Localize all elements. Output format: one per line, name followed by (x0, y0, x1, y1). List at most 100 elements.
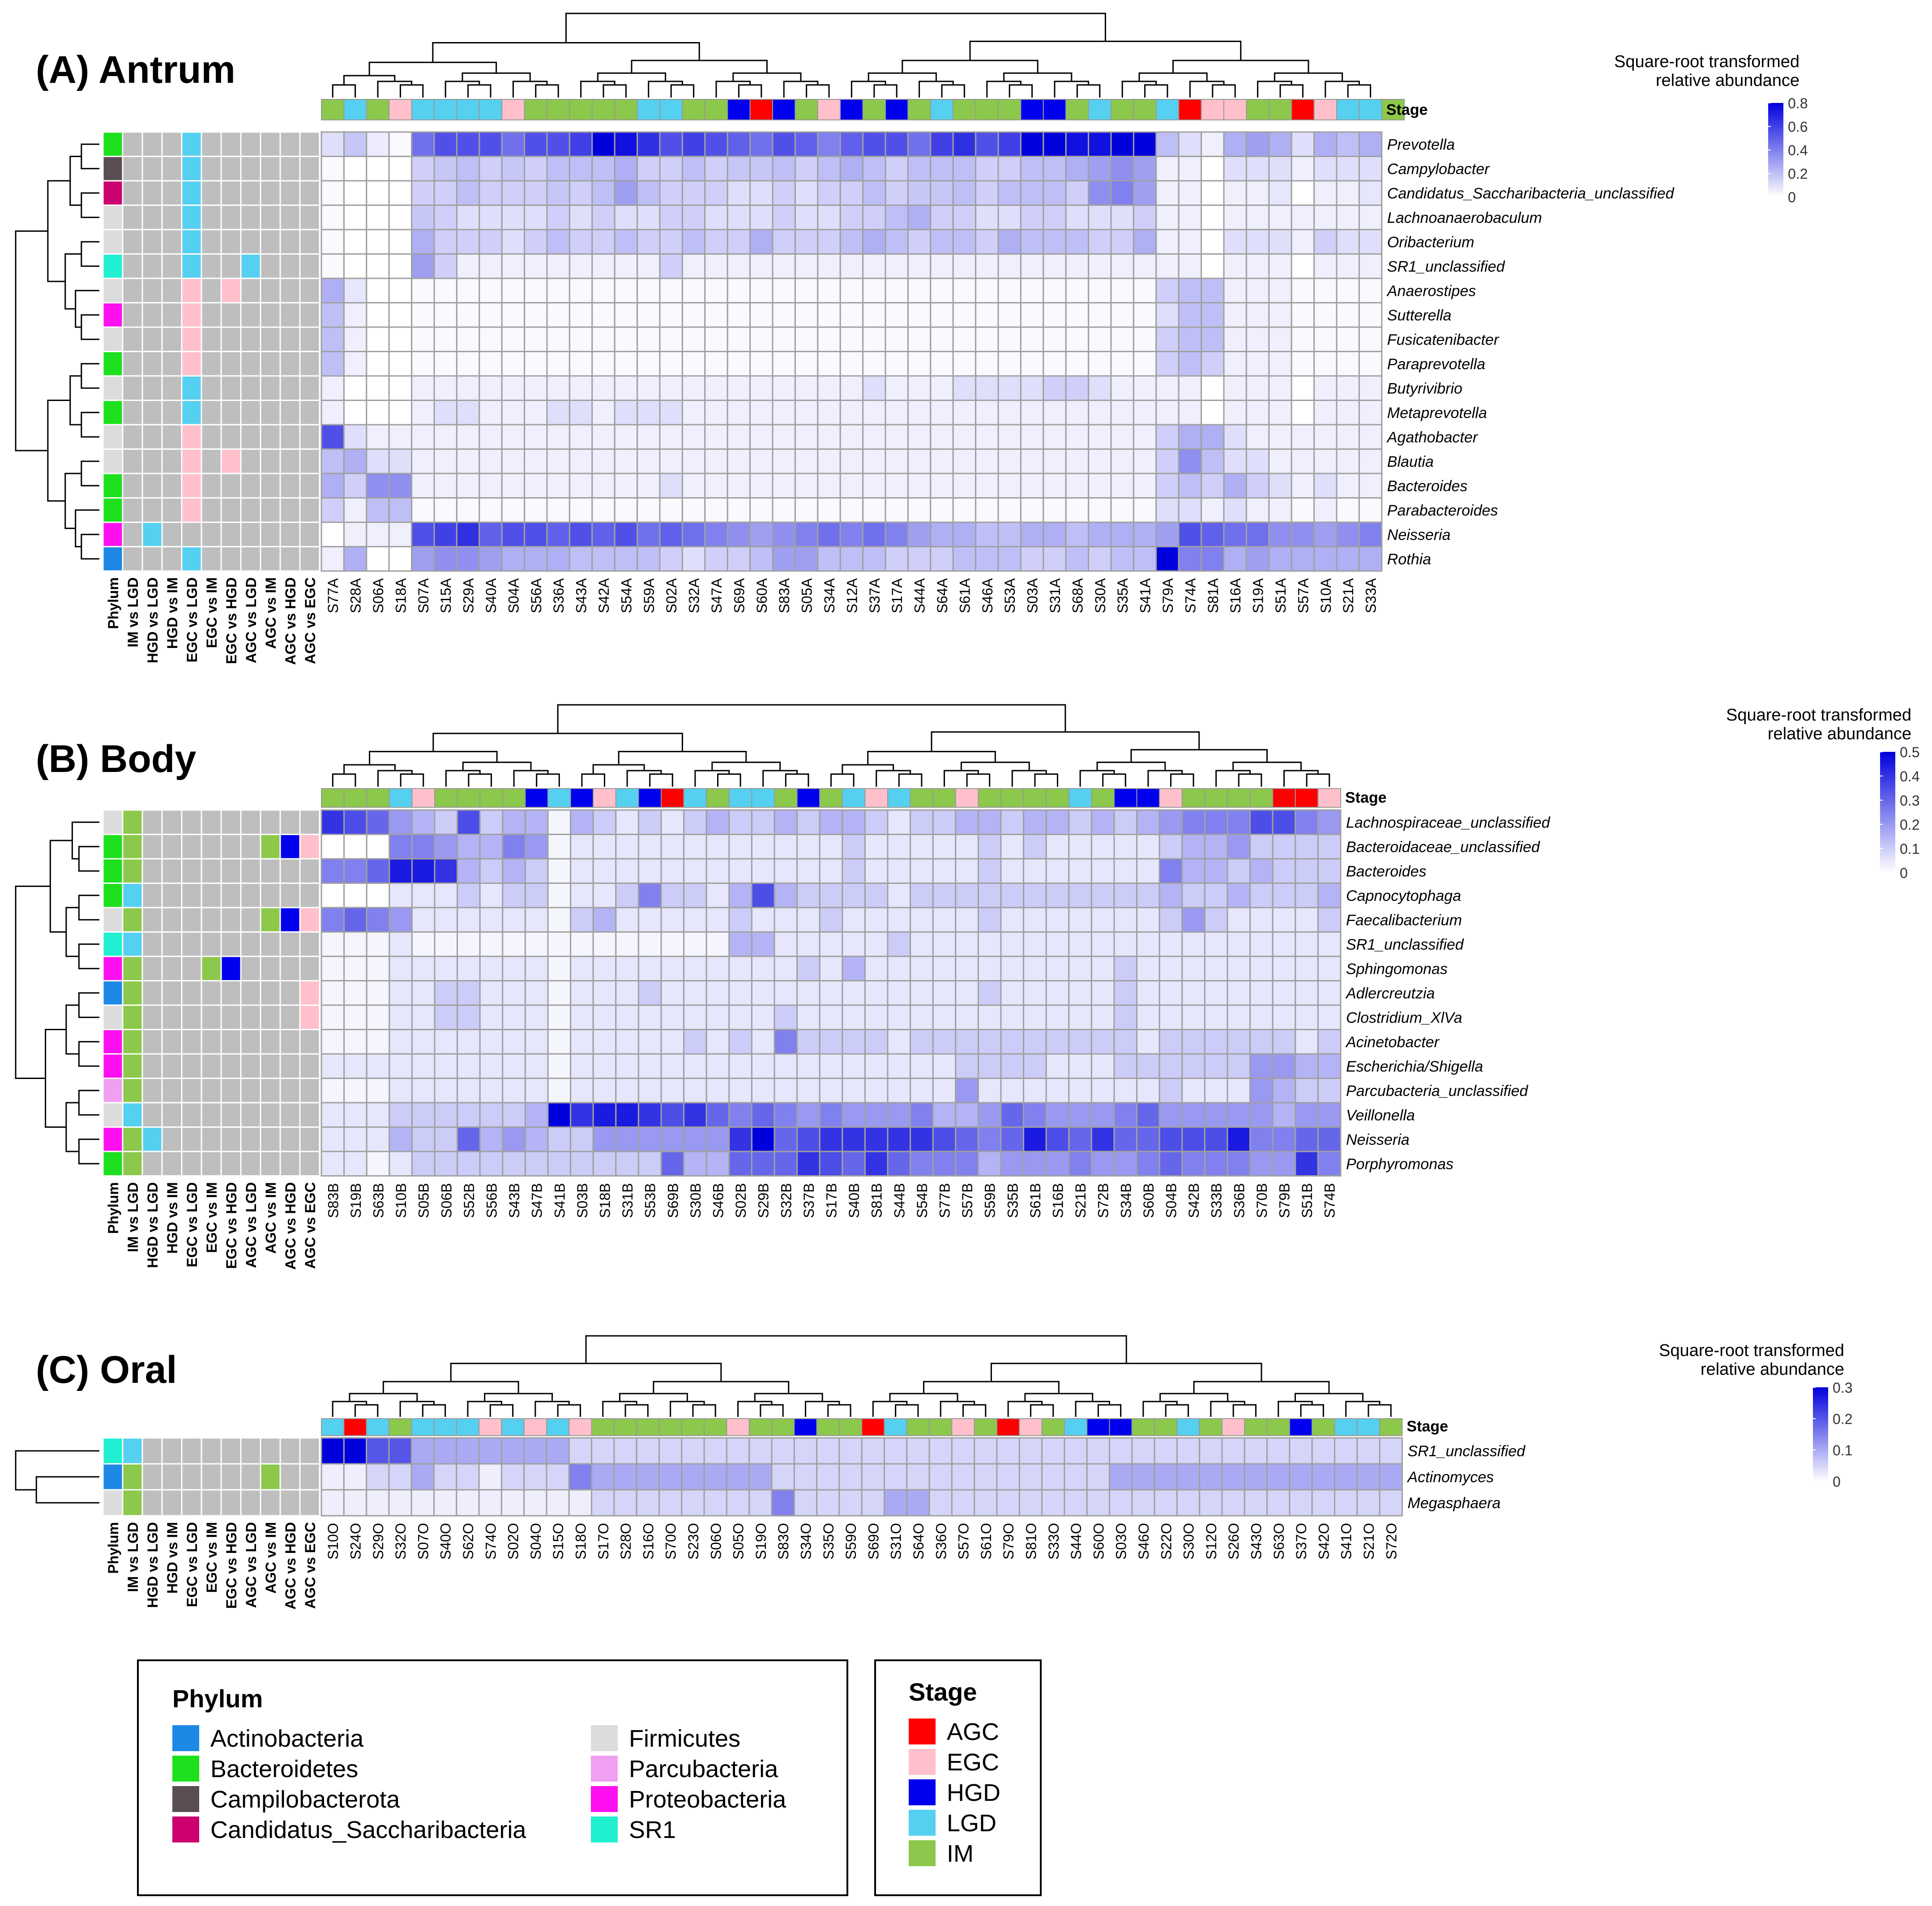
heatmap-cell (1068, 883, 1092, 908)
stage-cell (658, 1418, 682, 1436)
comparison-cell (299, 400, 321, 426)
heatmap-cell (794, 302, 819, 328)
heatmap-cell (457, 955, 481, 981)
heatmap-cell (524, 546, 548, 572)
heatmap-cell (749, 448, 774, 474)
comparison-cell (161, 980, 183, 1006)
heatmap-cell (817, 131, 841, 157)
comparison-cell (122, 375, 143, 401)
comparison-cell (299, 448, 321, 474)
comparison-cell (240, 1004, 261, 1030)
scale-tick-label: 0.1 (1833, 1442, 1852, 1458)
comparison-cell (240, 375, 261, 401)
heatmap-cell (907, 424, 932, 450)
heatmap-cell (1136, 907, 1160, 933)
heatmap-cell (1268, 351, 1292, 377)
heatmap-cell (1110, 253, 1134, 279)
stage-cell (929, 1418, 953, 1436)
heatmap-cell (1020, 277, 1044, 303)
dendrogram-branch (81, 241, 99, 267)
sample-label: S04O (528, 1523, 544, 1560)
comparison-cell (161, 448, 183, 474)
comparison-cell (220, 1437, 242, 1465)
comparison-cell (141, 473, 163, 499)
dendrogram-branch (15, 230, 48, 452)
heatmap-cell (952, 351, 977, 377)
heatmap-cell (637, 1078, 662, 1104)
sample-label: S41O (1338, 1523, 1355, 1560)
stage-cell (1181, 788, 1205, 808)
sample-label: S77B (937, 1183, 953, 1218)
sample-label: S16A (1227, 578, 1244, 613)
comparison-cell (260, 809, 281, 835)
phylum-legend-title: Phylum (172, 1684, 263, 1713)
heatmap-cell (749, 473, 774, 499)
heatmap-cell (547, 809, 572, 835)
heatmap-cell (637, 1126, 662, 1152)
heatmap-cell (1043, 400, 1067, 426)
heatmap-cell (433, 229, 457, 255)
heatmap-cell (955, 1078, 979, 1104)
comparison-cell (279, 1053, 301, 1079)
heatmap-cell (343, 907, 368, 933)
sample-label: S70B (1254, 1183, 1270, 1218)
heatmap-cell (366, 473, 390, 499)
comparison-cell (201, 400, 222, 426)
stage-cell (906, 1418, 930, 1436)
heatmap-cell (1227, 1102, 1251, 1128)
heatmap-cell (1020, 180, 1044, 206)
heatmap-cell (727, 229, 751, 255)
heatmap-cell (321, 277, 345, 303)
heatmap-cell (366, 1102, 390, 1128)
phylum-cell (102, 229, 124, 255)
heatmap-cell (1020, 473, 1044, 499)
heatmap-cell (501, 326, 526, 352)
stage-cell (794, 1418, 817, 1436)
heatmap-cell (1088, 351, 1112, 377)
comparison-cell (181, 277, 202, 303)
sample-label: S79A (1160, 578, 1176, 613)
dendrogram-branch (1130, 749, 1268, 763)
heatmap-cell (1023, 1102, 1047, 1128)
heatmap-cell (501, 400, 526, 426)
sample-label: S53A (1002, 578, 1018, 613)
heatmap-cell (774, 1029, 798, 1055)
heatmap-cell (366, 883, 390, 908)
heatmap-cell (1268, 375, 1292, 401)
phylum-cell (102, 277, 124, 303)
heatmap-cell (1158, 955, 1183, 981)
heatmap-cell (456, 351, 480, 377)
heatmap-cell (704, 229, 728, 255)
heatmap-cell (1086, 1463, 1110, 1491)
heatmap-cell (1249, 1029, 1274, 1055)
dendrogram-branch (78, 1041, 99, 1067)
heatmap-cell (1154, 1489, 1178, 1517)
heatmap-cell (1136, 834, 1160, 860)
comparison-cell (201, 131, 222, 157)
comparison-cell (201, 980, 222, 1006)
sample-label: S03B (574, 1183, 590, 1218)
heatmap-cell (817, 302, 841, 328)
heatmap-cell (749, 497, 774, 523)
heatmap-cell (930, 521, 954, 547)
stage-cell (817, 99, 841, 120)
heatmap-cell (1358, 253, 1383, 279)
heatmap-cell (366, 931, 390, 957)
heatmap-cell (955, 1151, 979, 1177)
heatmap-cell (1043, 521, 1067, 547)
heatmap-cell (411, 302, 435, 328)
heatmap-cell (343, 424, 368, 450)
comparison-cell (299, 156, 321, 182)
heatmap-cell (479, 351, 503, 377)
heatmap-cell (704, 180, 728, 206)
stage-cell (411, 1418, 435, 1436)
heatmap-cell (1266, 1463, 1291, 1491)
heatmap-cell (502, 955, 526, 981)
heatmap-cell (478, 1489, 502, 1517)
dendrogram-branch (592, 764, 645, 774)
heatmap-cell (1295, 1029, 1319, 1055)
heatmap-cell (842, 883, 866, 908)
phylum-legend-label: Bacteroidetes (210, 1756, 358, 1782)
heatmap-cell (748, 1437, 773, 1465)
